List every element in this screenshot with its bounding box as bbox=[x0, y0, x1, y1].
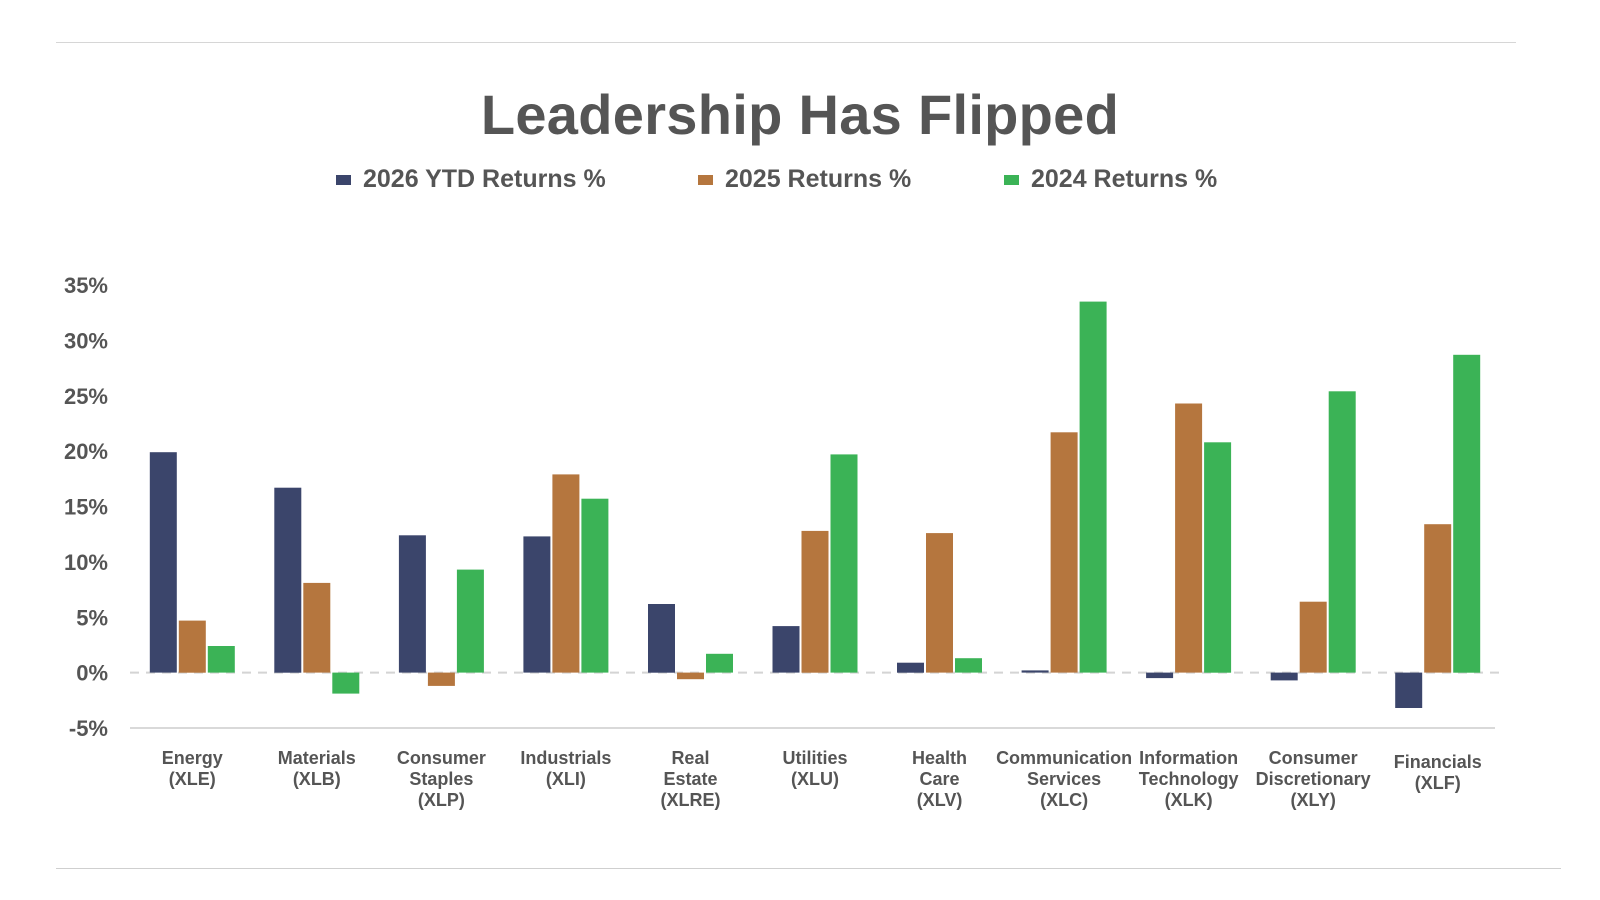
x-tick-label-line: Financials bbox=[1393, 752, 1482, 772]
x-tick-label-line: (XLK) bbox=[1164, 790, 1213, 810]
legend-swatch-2026 bbox=[336, 174, 351, 185]
x-tick-label: Industrials (XLI) bbox=[491, 748, 641, 790]
bar-2026-ytd bbox=[1146, 672, 1174, 679]
x-tick-label-line: Services bbox=[1027, 769, 1102, 789]
y-tick-label: 25% bbox=[64, 384, 108, 409]
x-tick-label-line: Care bbox=[919, 769, 960, 789]
legend-item-2026: 2026 YTD Returns % bbox=[336, 165, 606, 194]
x-tick-label-line: (XLV) bbox=[916, 790, 963, 810]
bar-2026-ytd bbox=[523, 536, 551, 673]
bar-2024 bbox=[1453, 354, 1481, 673]
y-tick-label: 10% bbox=[64, 550, 108, 575]
x-tick-label-line: Materials bbox=[277, 748, 356, 768]
bar-2024 bbox=[1328, 391, 1356, 673]
x-tick-label-line: (XLI) bbox=[545, 769, 586, 789]
x-tick-label-line: Information bbox=[1139, 748, 1239, 768]
x-tick-label-line: (XLY) bbox=[1290, 790, 1336, 810]
bar-2026-ytd bbox=[1270, 672, 1298, 681]
x-tick-label-line: Staples bbox=[409, 769, 474, 789]
bar-2025 bbox=[427, 672, 455, 686]
x-tick-label-line: Health bbox=[912, 748, 968, 768]
x-tick-label: Information Technology (XLK) bbox=[1114, 748, 1264, 811]
x-tick-label-line: Estate bbox=[663, 769, 718, 789]
x-tick-label: Utilities (XLU) bbox=[740, 748, 890, 790]
bar-2024 bbox=[1079, 301, 1107, 673]
bar-2024 bbox=[207, 646, 235, 673]
bar-2024 bbox=[830, 454, 858, 673]
y-tick-label: 0% bbox=[76, 661, 108, 686]
x-tick-label-line: (XLF) bbox=[1414, 773, 1461, 793]
x-tick-label-line: (XLP) bbox=[417, 790, 465, 810]
y-tick-label: 30% bbox=[64, 328, 108, 353]
x-tick-label-line: Discretionary bbox=[1255, 769, 1371, 789]
legend-item-2024: 2024 Returns % bbox=[1004, 165, 1217, 194]
x-tick-label-line: Utilities bbox=[782, 748, 848, 768]
x-tick-label: Energy (XLE) bbox=[117, 748, 267, 790]
x-tick-label-line: (XLU) bbox=[791, 769, 839, 789]
x-tick-label: Materials (XLB) bbox=[242, 748, 392, 790]
top-divider bbox=[56, 42, 1516, 43]
x-tick-label: Communication Services (XLC) bbox=[989, 748, 1139, 811]
legend-item-2025: 2025 Returns % bbox=[698, 165, 911, 194]
x-tick-label-line: Real bbox=[671, 748, 710, 768]
bar-2025 bbox=[552, 474, 580, 673]
bar-2026-ytd bbox=[772, 626, 800, 673]
bar-2025 bbox=[677, 672, 704, 680]
bar-2026-ytd bbox=[648, 604, 675, 673]
chart-title: Leadership Has Flipped bbox=[480, 83, 1120, 146]
bar-2025 bbox=[178, 620, 206, 673]
x-tick-label-line: Technology bbox=[1138, 769, 1239, 789]
x-tick-label-line: (XLB) bbox=[292, 769, 341, 789]
x-tick-label: Real Estate (XLRE) bbox=[615, 748, 765, 811]
bar-2025 bbox=[303, 582, 331, 673]
legend-swatch-2025 bbox=[698, 174, 713, 185]
legend-label-2025: 2025 Returns % bbox=[725, 165, 912, 193]
bar-2025 bbox=[1050, 432, 1078, 673]
bar-2025 bbox=[1175, 403, 1203, 673]
chart-legend: 2026 YTD Returns % 2025 Returns % 2024 R… bbox=[0, 165, 1600, 201]
bar-2024 bbox=[1204, 442, 1232, 673]
bar-2026-ytd bbox=[897, 662, 924, 673]
bar-2026-ytd bbox=[149, 452, 177, 673]
bar-2024 bbox=[706, 653, 733, 673]
bar-2024 bbox=[581, 498, 609, 673]
y-tick-label: 35% bbox=[64, 273, 108, 298]
x-tick-label: Health Care (XLV) bbox=[865, 748, 1015, 811]
y-tick-label: 20% bbox=[64, 439, 108, 464]
bar-2024 bbox=[456, 569, 484, 673]
x-tick-label-line: Consumer bbox=[396, 748, 486, 768]
x-tick-label-line: (XLC) bbox=[1040, 790, 1089, 810]
x-tick-label: Financials (XLF) bbox=[1363, 752, 1513, 794]
bar-2026-ytd bbox=[1395, 672, 1423, 708]
x-tick-label-line: Industrials bbox=[520, 748, 612, 768]
bar-2025 bbox=[1424, 524, 1452, 673]
legend-label-2024: 2024 Returns % bbox=[1031, 165, 1218, 193]
x-tick-label-line: (XLRE) bbox=[660, 790, 721, 810]
bar-2024 bbox=[332, 672, 360, 694]
x-tick-label: Consumer Discretionary (XLY) bbox=[1238, 748, 1388, 811]
y-tick-label: -5% bbox=[69, 716, 108, 741]
y-tick-label: 5% bbox=[76, 605, 108, 630]
x-tick-label-line: Communication bbox=[996, 748, 1133, 768]
legend-swatch-2024 bbox=[1004, 174, 1019, 185]
bottom-divider bbox=[56, 868, 1561, 869]
bar-2024 bbox=[955, 658, 982, 673]
x-tick-label-line: Consumer bbox=[1268, 748, 1358, 768]
legend-label-2026: 2026 YTD Returns % bbox=[363, 165, 606, 193]
bar-2026-ytd bbox=[274, 487, 302, 673]
bar-2025 bbox=[926, 533, 953, 673]
y-tick-label: 15% bbox=[64, 495, 108, 520]
x-tick-label-line: (XLE) bbox=[168, 769, 216, 789]
x-tick-label-line: Energy bbox=[161, 748, 223, 768]
bar-2026-ytd bbox=[398, 535, 426, 673]
bar-2025 bbox=[1299, 601, 1327, 673]
x-tick-label: Consumer Staples (XLP) bbox=[366, 748, 516, 811]
bar-2026-ytd bbox=[1021, 670, 1049, 673]
bar-2025 bbox=[801, 530, 829, 673]
